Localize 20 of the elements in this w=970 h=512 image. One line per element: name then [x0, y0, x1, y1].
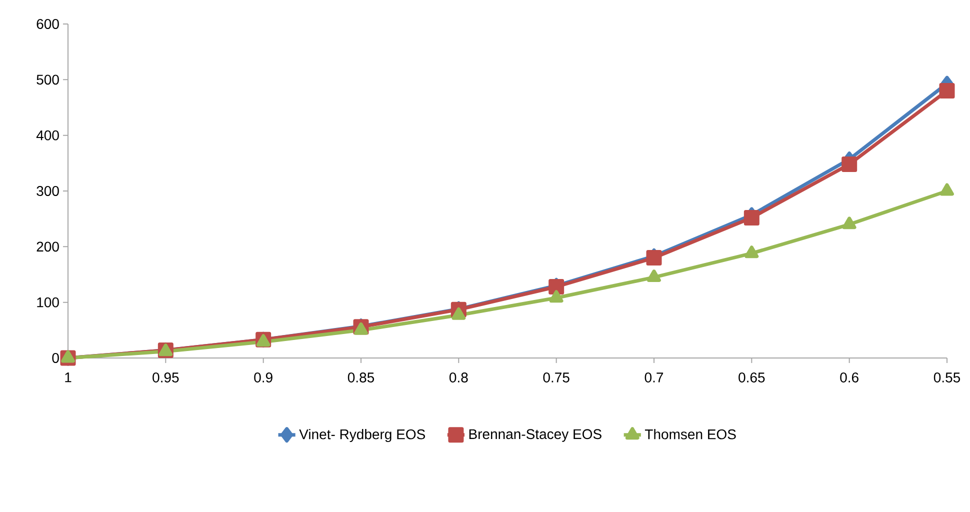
- x-tick-label: 0.75: [543, 372, 570, 382]
- x-tick-label: 0.55: [934, 372, 960, 382]
- y-tick-label: 300: [36, 186, 59, 196]
- x-tick-label: 0.7: [644, 372, 664, 382]
- x-tick-label: 0.9: [254, 372, 272, 382]
- y-tick-label: 600: [36, 19, 59, 29]
- y-tick-label: 400: [36, 130, 59, 140]
- x-tick-label: 0.6: [840, 372, 858, 382]
- y-tick-label: 0: [52, 353, 59, 363]
- x-tick-label: 0.95: [152, 372, 179, 382]
- x-tick-label: 0.85: [348, 372, 374, 382]
- x-tick-label: 1: [65, 372, 72, 382]
- legend-label: Brennan-Stacey EOS: [469, 429, 602, 442]
- y-tick-label: 200: [36, 242, 59, 252]
- legend-label: Vinet- Rydberg EOS: [299, 428, 426, 442]
- legend-label: Thomsen EOS: [644, 428, 736, 440]
- x-tick-label: 0.8: [449, 372, 468, 382]
- y-tick-label: 100: [37, 297, 59, 308]
- x-tick-label: 0.65: [738, 372, 765, 382]
- y-tick-label: 500: [36, 74, 59, 85]
